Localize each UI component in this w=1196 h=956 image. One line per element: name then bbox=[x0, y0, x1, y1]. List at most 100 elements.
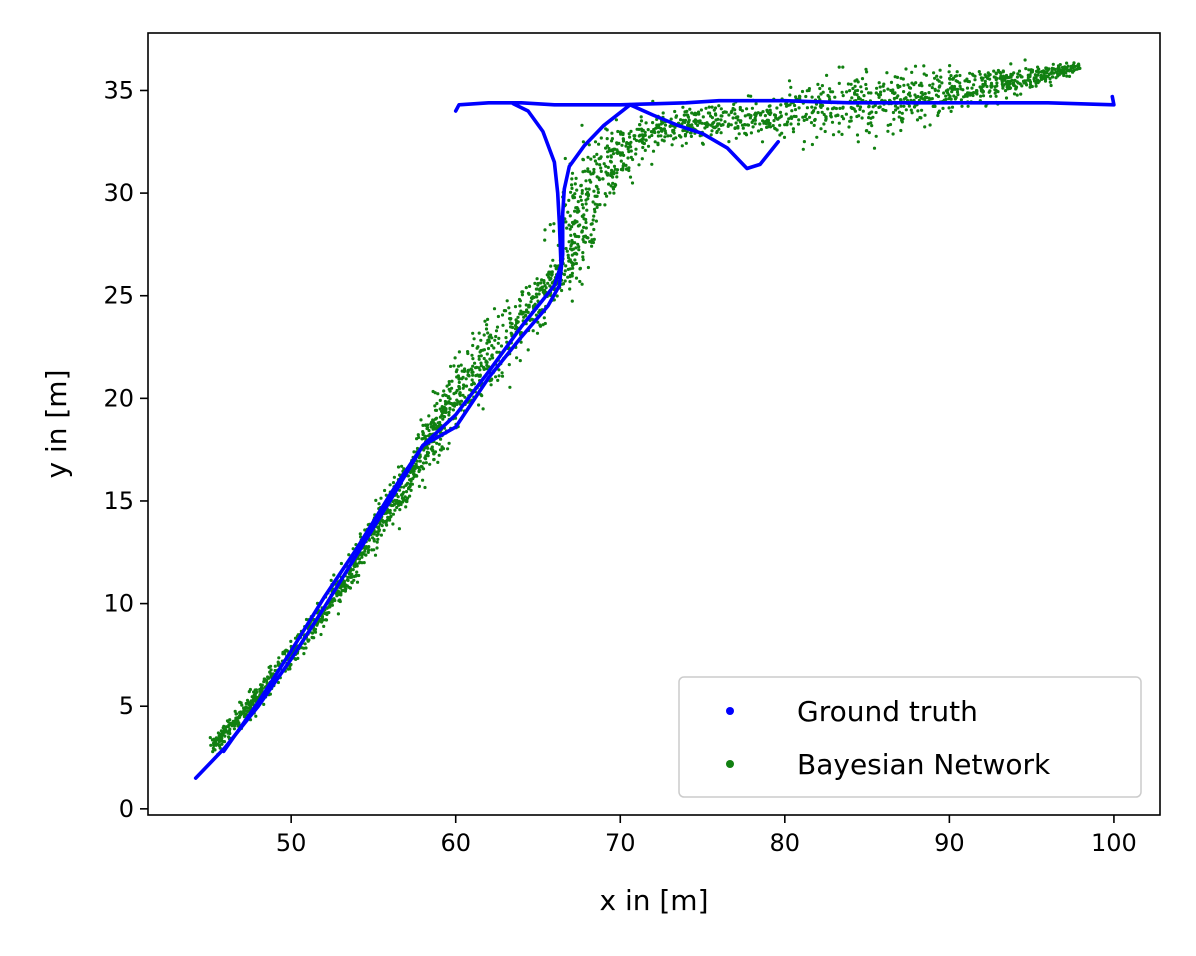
bayesian-network-point bbox=[421, 461, 426, 465]
bayesian-network-point bbox=[592, 189, 596, 193]
bayesian-network-point bbox=[992, 75, 996, 79]
ground-truth-track bbox=[453, 94, 1116, 113]
bayesian-network-point bbox=[387, 516, 392, 520]
bayesian-network-point bbox=[615, 175, 619, 179]
bayesian-network-point bbox=[826, 93, 830, 98]
bayesian-network-point bbox=[485, 341, 489, 345]
bayesian-network-point bbox=[570, 242, 574, 246]
bayesian-network-point bbox=[539, 281, 543, 285]
bayesian-network-point bbox=[959, 98, 964, 102]
bayesian-network-point bbox=[505, 299, 509, 303]
bayesian-network-point bbox=[603, 203, 607, 207]
bayesian-network-point bbox=[576, 200, 580, 204]
bayesian-network-point bbox=[862, 94, 866, 98]
bayesian-network-point bbox=[1007, 75, 1012, 79]
bayesian-network-point bbox=[904, 96, 908, 100]
bayesian-network-point bbox=[951, 77, 955, 81]
bayesian-network-point bbox=[306, 638, 310, 642]
bayesian-network-point bbox=[891, 132, 895, 136]
bayesian-network-point bbox=[347, 553, 351, 557]
bayesian-network-point bbox=[830, 120, 835, 124]
bayesian-network-point bbox=[391, 512, 395, 516]
bayesian-network-point bbox=[1067, 74, 1072, 78]
bayesian-network-point bbox=[460, 369, 464, 373]
bayesian-network-point bbox=[1026, 78, 1030, 82]
bayesian-network-point bbox=[965, 94, 969, 98]
bayesian-network-point bbox=[819, 127, 823, 131]
bayesian-network-point bbox=[376, 532, 380, 536]
bayesian-network-point bbox=[552, 222, 556, 226]
bayesian-network-point bbox=[639, 115, 643, 119]
bayesian-network-point bbox=[840, 132, 844, 136]
x-tick-label: 50 bbox=[276, 829, 307, 857]
bayesian-network-point bbox=[759, 127, 764, 132]
bayesian-network-point bbox=[568, 273, 573, 278]
bayesian-network-point bbox=[870, 124, 874, 128]
bayesian-network-point bbox=[949, 74, 953, 78]
bayesian-network-point bbox=[709, 133, 713, 137]
bayesian-network-point bbox=[568, 280, 572, 284]
bayesian-network-point bbox=[1050, 71, 1054, 75]
bayesian-network-point bbox=[749, 131, 754, 135]
bayesian-network-point bbox=[391, 522, 395, 526]
bayesian-network-point bbox=[1034, 69, 1039, 73]
bayesian-network-point bbox=[252, 695, 256, 699]
bayesian-network-point bbox=[954, 87, 958, 91]
bayesian-network-point bbox=[717, 104, 721, 108]
bayesian-network-point bbox=[640, 157, 644, 161]
bayesian-network-point bbox=[564, 264, 568, 268]
bayesian-network-point bbox=[1002, 78, 1007, 82]
bayesian-network-point bbox=[254, 714, 258, 718]
bayesian-network-point bbox=[591, 240, 596, 245]
bayesian-network-point bbox=[522, 310, 526, 314]
bayesian-network-point bbox=[598, 203, 602, 207]
bayesian-network-point bbox=[348, 586, 352, 590]
bayesian-network-point bbox=[896, 83, 900, 87]
bayesian-network-point bbox=[489, 378, 493, 382]
bayesian-network-point bbox=[457, 350, 461, 354]
bayesian-network-point bbox=[714, 118, 718, 122]
bayesian-network-point bbox=[573, 219, 577, 223]
bayesian-network-point bbox=[837, 130, 841, 134]
bayesian-network-point bbox=[841, 94, 845, 98]
bayesian-network-point bbox=[442, 389, 446, 393]
bayesian-network-point bbox=[622, 153, 626, 157]
bayesian-network-point bbox=[833, 95, 837, 99]
bayesian-network-point bbox=[713, 106, 718, 110]
bayesian-network-point bbox=[965, 86, 970, 90]
bayesian-network-point bbox=[860, 116, 864, 120]
bayesian-network-point bbox=[363, 549, 367, 553]
bayesian-network-point bbox=[864, 67, 868, 71]
bayesian-network-point bbox=[829, 90, 833, 94]
bayesian-network-point bbox=[653, 140, 657, 144]
bayesian-network-point bbox=[973, 78, 977, 82]
bayesian-network-point bbox=[779, 115, 783, 119]
bayesian-network-point bbox=[748, 116, 753, 120]
bayesian-network-point bbox=[689, 131, 693, 135]
bayesian-network-point bbox=[472, 337, 476, 341]
bayesian-network-point bbox=[681, 105, 685, 109]
bayesian-network-point bbox=[751, 118, 755, 123]
bayesian-network-point bbox=[438, 398, 442, 402]
bayesian-network-point bbox=[886, 87, 890, 91]
bayesian-network-point bbox=[621, 168, 625, 172]
bayesian-network-point bbox=[226, 719, 230, 724]
legend-marker-bayesian-network bbox=[726, 760, 734, 768]
bayesian-network-point bbox=[1016, 72, 1020, 76]
bayesian-network-point bbox=[635, 127, 639, 131]
bayesian-network-point bbox=[801, 147, 805, 151]
bayesian-network-point bbox=[337, 592, 341, 597]
bayesian-network-point bbox=[385, 523, 389, 527]
bayesian-network-point bbox=[913, 64, 918, 68]
bayesian-network-point bbox=[516, 315, 520, 319]
bayesian-network-point bbox=[904, 108, 908, 112]
bayesian-network-point bbox=[864, 82, 868, 87]
bayesian-network-point bbox=[1037, 67, 1041, 71]
bayesian-network-point bbox=[1017, 69, 1022, 73]
bayesian-network-point bbox=[820, 110, 824, 114]
bayesian-network-point bbox=[375, 546, 379, 550]
bayesian-network-point bbox=[515, 356, 519, 360]
bayesian-network-point bbox=[449, 401, 453, 406]
bayesian-network-point bbox=[519, 309, 523, 313]
bayesian-network-point bbox=[555, 294, 559, 298]
